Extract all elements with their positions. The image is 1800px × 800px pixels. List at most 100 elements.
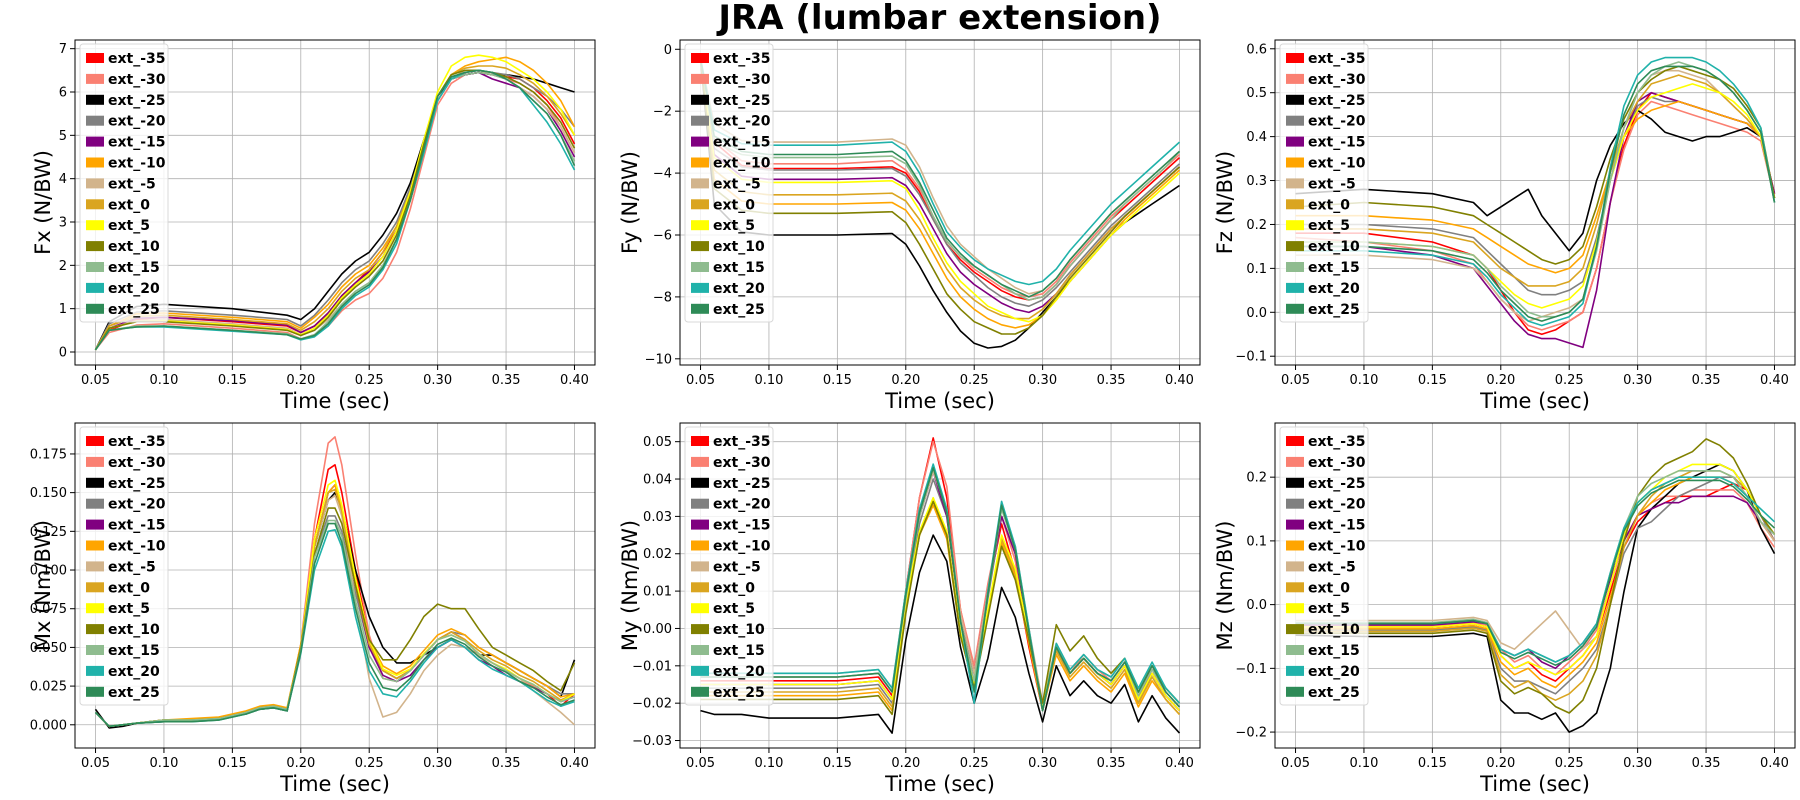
legend-swatch (86, 540, 104, 551)
legend-label: ext_0 (1308, 580, 1350, 596)
legend-swatch (86, 241, 104, 252)
legend-label: ext_-20 (713, 497, 771, 513)
legend-label: ext_-30 (713, 455, 771, 471)
chart-fy: 0.05 0.10 0.15 0.20 0.25 0.30 0.35 0.40 0 −2 −4 −6 −… (618, 39, 1201, 413)
x-axis-label: Time (sec) (279, 389, 390, 413)
legend-swatch (691, 282, 709, 293)
legend-swatch (1286, 686, 1304, 697)
legend-label: ext_15 (1308, 260, 1360, 276)
legend-swatch (691, 665, 709, 676)
legend-swatch (86, 303, 104, 314)
y-tick-label: 0 (59, 346, 67, 361)
x-tick-label: 0.05 (686, 756, 715, 771)
y-tick-label: 0.1 (1246, 262, 1267, 277)
y-tick-label: −10 (645, 352, 672, 367)
x-tick-label: 0.30 (423, 756, 452, 771)
axes-frame (679, 39, 1201, 366)
series-line-ext_0 (94, 65, 576, 351)
legend-swatch (86, 686, 104, 697)
series-line-ext_-25 (1295, 109, 1776, 252)
y-tick-label: 0.02 (643, 547, 672, 562)
series-line-ext_5 (1295, 463, 1776, 676)
legend-swatch (691, 199, 709, 210)
legend-swatch (691, 645, 709, 655)
axes-frame (1274, 39, 1796, 366)
legend-swatch (1286, 540, 1304, 551)
x-tick-label: 0.30 (1623, 373, 1652, 388)
legend-label: ext_-5 (1308, 176, 1356, 192)
legend-label: ext_-30 (108, 72, 166, 88)
legend-label: ext_20 (108, 281, 160, 297)
y-tick-label: 0 (664, 43, 672, 58)
x-tick-label: 0.10 (754, 373, 783, 388)
chart-mx: 0.05 0.10 0.15 0.20 0.25 0.30 0.35 0.40 0.000 0.0… (30, 422, 596, 796)
legend-label: ext_15 (713, 643, 765, 659)
y-tick-label: 1 (59, 302, 67, 317)
y-tick-label: 0.025 (30, 680, 67, 695)
axes-frame (74, 422, 596, 749)
y-tick-label: 0.1 (1246, 534, 1267, 549)
legend-swatch (1286, 282, 1304, 293)
legend-swatch (691, 241, 709, 252)
series-line-ext_-20 (699, 58, 1181, 308)
x-tick-label: 0.25 (355, 756, 384, 771)
legend-swatch (86, 262, 104, 272)
legend-swatch (86, 94, 104, 105)
legend-swatch (1286, 477, 1304, 488)
legend-label: ext_-15 (713, 518, 771, 534)
y-tick-label: 0.3 (1246, 174, 1267, 189)
legend-label: ext_15 (713, 260, 765, 276)
legend-label: ext_20 (108, 664, 160, 680)
x-tick-label: 0.25 (960, 756, 989, 771)
legend-label: ext_-10 (108, 539, 166, 555)
legend-label: ext_-25 (1308, 476, 1366, 492)
legend-swatch (691, 603, 709, 614)
x-tick-label: 0.25 (355, 373, 384, 388)
legend-swatch (86, 282, 104, 293)
legend-label: ext_-5 (713, 559, 761, 575)
legend-label: ext_25 (713, 302, 765, 318)
legend-box (684, 43, 774, 323)
y-axis-label: Fx (N/BW) (31, 150, 55, 255)
x-tick-label: 0.40 (1760, 756, 1789, 771)
legend-label: ext_0 (108, 197, 150, 213)
legend-swatch (1286, 561, 1304, 572)
legend: ext_-35 ext_-30 ext_-25 ext_-20 ext_-15 ext_-… (1279, 43, 1369, 323)
y-tick-label: 0.01 (643, 585, 672, 600)
legend-swatch (86, 178, 104, 189)
legend-label: ext_-30 (713, 72, 771, 88)
legend-label: ext_10 (713, 622, 765, 638)
legend-label: ext_5 (108, 218, 150, 234)
legend-label: ext_5 (713, 601, 755, 617)
y-tick-label: 4 (59, 172, 67, 187)
x-axis-label: Time (sec) (279, 772, 390, 796)
y-tick-label: 0.000 (30, 718, 67, 733)
legend-label: ext_0 (713, 197, 755, 213)
legend-box (684, 426, 774, 706)
x-tick-label: 0.20 (891, 373, 920, 388)
legend-swatch (691, 436, 709, 446)
legend-swatch (1286, 241, 1304, 252)
x-tick-label: 0.05 (81, 756, 110, 771)
y-tick-label: −6 (653, 229, 672, 244)
legend-swatch (691, 540, 709, 551)
legend-label: ext_0 (108, 580, 150, 596)
legend-label: ext_-15 (713, 135, 771, 151)
legend-swatch (86, 561, 104, 572)
x-tick-label: 0.10 (1349, 756, 1378, 771)
x-tick-label: 0.25 (1555, 756, 1584, 771)
legend-label: ext_-35 (108, 434, 166, 450)
x-tick-label: 0.20 (286, 756, 315, 771)
series-line-ext_10 (1295, 438, 1776, 714)
legend-label: ext_5 (108, 601, 150, 617)
legend-label: ext_-20 (108, 114, 166, 130)
legend-swatch (691, 561, 709, 572)
y-tick-label: 0.05 (643, 435, 672, 450)
series-line-ext_10 (700, 500, 1181, 716)
legend-swatch (1286, 519, 1304, 530)
legend-swatch (86, 498, 104, 509)
y-tick-label: 0.04 (643, 473, 672, 488)
legend-swatch (1286, 303, 1304, 314)
x-tick-label: 0.05 (1281, 756, 1310, 771)
x-axis-label: Time (sec) (1479, 772, 1590, 796)
